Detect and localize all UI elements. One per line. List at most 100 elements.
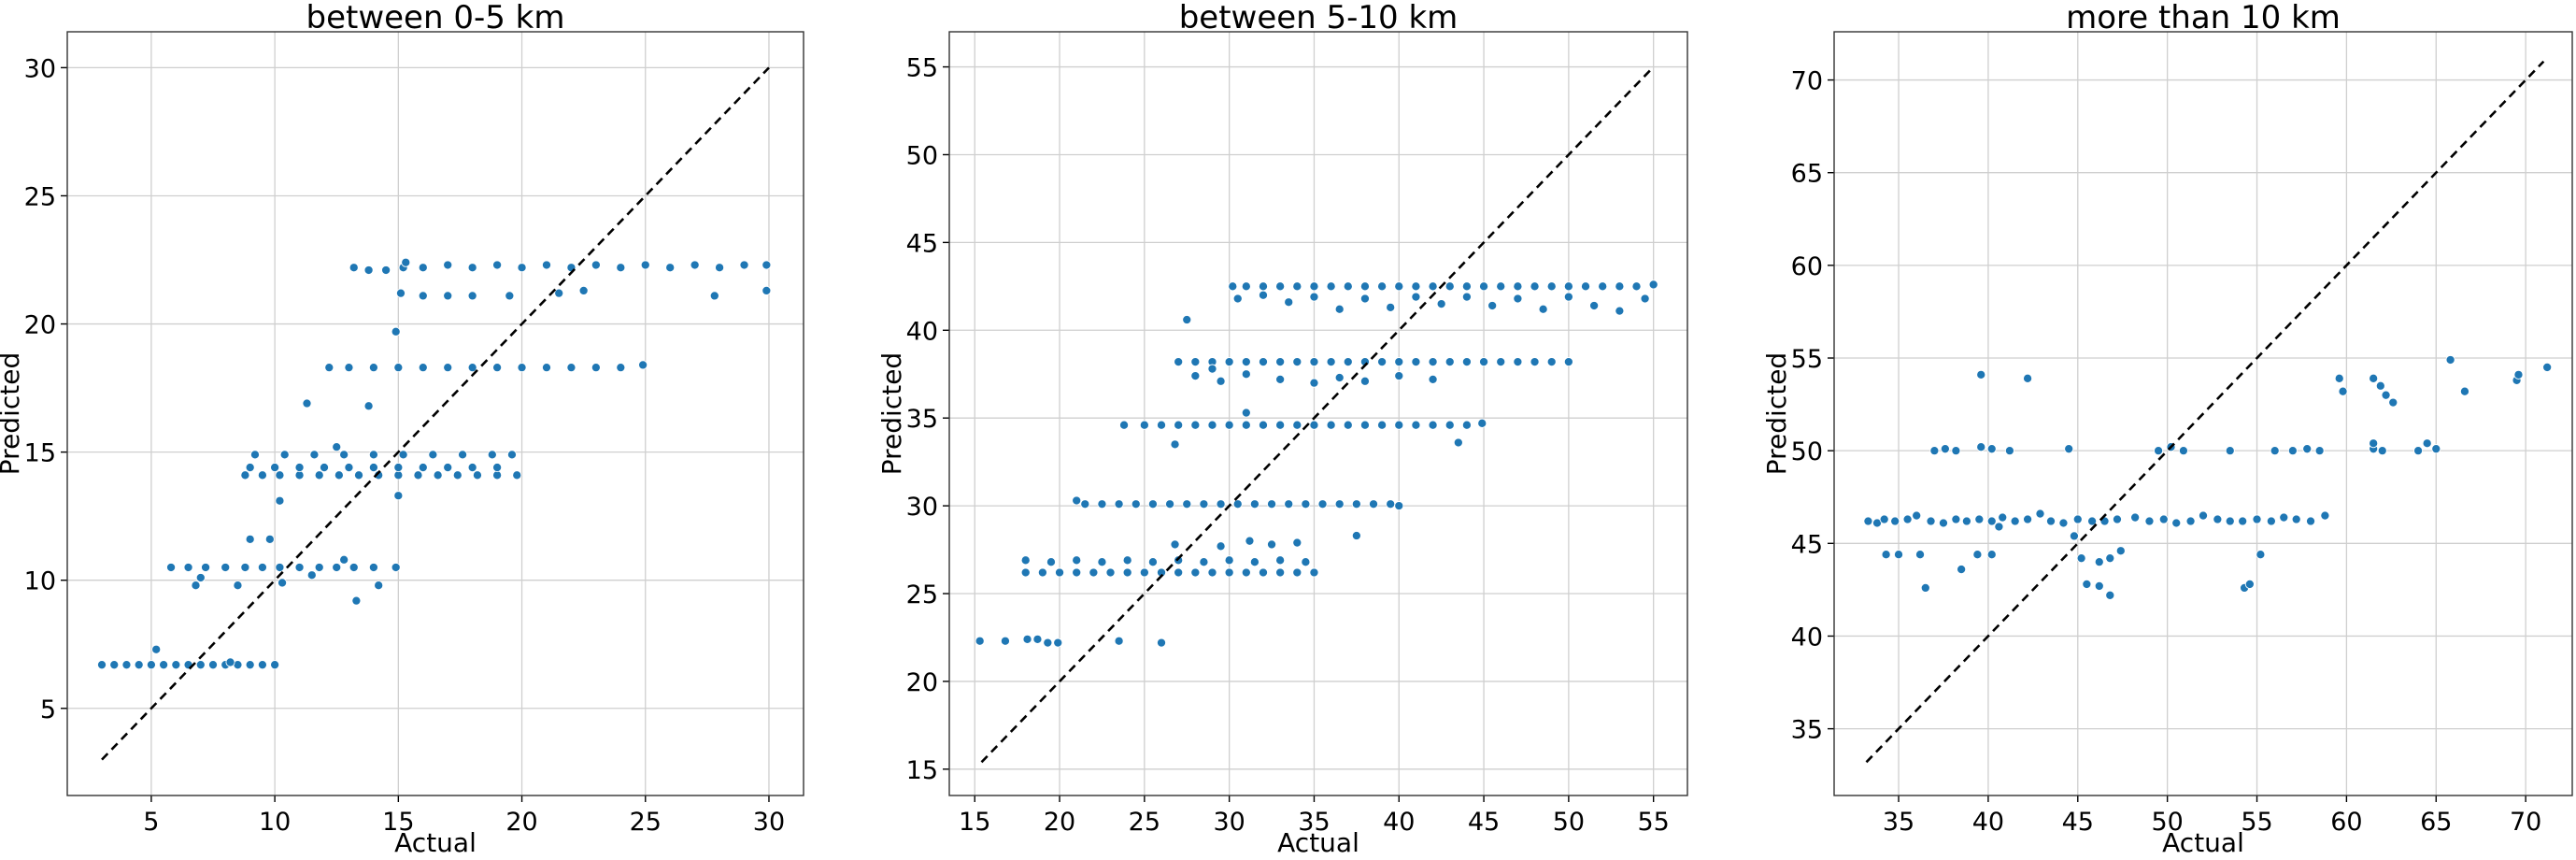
chart-2-data-point [1343, 281, 1353, 292]
chart-3-data-point [1940, 444, 1950, 454]
chart-2-data-point [1207, 364, 1217, 374]
chart-1-data-point [393, 363, 404, 373]
chart-3-x-tick-label: 50 [2151, 808, 2183, 837]
chart-1-data-point [245, 463, 255, 473]
chart-1-frame [66, 31, 804, 796]
chart-2-data-point [1445, 281, 1455, 292]
chart-3-data-point [2422, 438, 2432, 449]
chart-2-y-axis-label: Predicted [876, 352, 907, 475]
chart-2-data-point [1245, 536, 1255, 546]
chart-1-data-point [306, 570, 317, 580]
chart-3-y-tick-label: 65 [1791, 160, 1823, 189]
chart-1-data-point [275, 562, 285, 573]
chart-1-data-point [452, 470, 463, 480]
chart-2-x-tick-label: 25 [1129, 808, 1160, 837]
chart-2-data-point [1615, 281, 1625, 292]
chart-2-x-tick-label: 20 [1044, 808, 1075, 837]
chart-1-data-point [240, 562, 250, 573]
chart-2-data-point [1359, 281, 1370, 292]
chart-3-data-point [2459, 386, 2470, 396]
chart-1-data-point [591, 363, 601, 373]
chart-1-data-point [344, 463, 354, 473]
chart-2-y-tick-label: 45 [906, 229, 938, 258]
chart-1-data-point [467, 463, 477, 473]
chart-2-data-point [1377, 281, 1388, 292]
chart-1-data-point [374, 580, 384, 591]
chart-2-data-point [1334, 499, 1345, 509]
chart-1-data-point [443, 260, 453, 270]
chart-3-data-point [1893, 550, 1904, 560]
chart-3-data-point [2112, 514, 2123, 524]
chart-2-data-point [1156, 420, 1167, 430]
chart-3-data-point [2082, 579, 2092, 589]
chart-2-data-point [1648, 280, 1658, 290]
chart-3-data-point [2413, 446, 2424, 456]
chart-2-y-tick-label: 35 [906, 405, 938, 434]
chart-3-data-point [2158, 514, 2169, 524]
chart-2-data-point [1411, 281, 1421, 292]
chart-1-data-point [395, 288, 406, 298]
chart-3-data-point [1879, 514, 1889, 524]
chart-2-data-point [1530, 281, 1540, 292]
chart-1-data-point [294, 463, 305, 473]
chart-1-data-point [171, 660, 181, 670]
chart-1-data-point [240, 470, 250, 480]
chart-1-data-point [398, 450, 408, 460]
chart-1-data-point [257, 660, 267, 670]
chart-2-data-point [1598, 281, 1608, 292]
chart-2-data-point [1428, 374, 1438, 384]
chart-2-identity-line [980, 65, 1655, 764]
chart-2-data-point [1174, 567, 1184, 578]
chart-1-data-point [541, 260, 552, 270]
chart-2-data-point [1275, 420, 1286, 430]
chart-3-data-point [2072, 514, 2083, 524]
chart-2-data-point [975, 636, 985, 646]
chart-2-data-point [1496, 357, 1506, 367]
chart-3-data-point [2004, 446, 2014, 456]
chart-2-data-point [1182, 499, 1192, 509]
chart-3-data-point [2287, 446, 2298, 456]
chart-1-data-point [616, 263, 626, 273]
chart-3-data-point [1961, 516, 1971, 526]
chart-2-data-point [1428, 420, 1438, 430]
chart-2-data-point [1317, 499, 1328, 509]
chart-2-data-point [1351, 499, 1361, 509]
chart-2-data-point [1309, 281, 1319, 292]
chart-2-data-point [1309, 292, 1319, 302]
chart-2-data-point [1411, 357, 1421, 367]
chart-2-data-point [1487, 300, 1498, 311]
chart-3-data-point [2115, 546, 2126, 556]
chart-1-data-point [368, 463, 378, 473]
chart-2-data-point [1097, 557, 1107, 567]
chart-2-data-point [1139, 420, 1149, 430]
chart-1-data-point [443, 363, 453, 373]
chart-1-data-point [467, 363, 477, 373]
chart-2-data-point [1037, 567, 1047, 578]
chart-3-x-tick-label: 65 [2420, 808, 2452, 837]
chart-2-x-axis-label: Actual [1277, 827, 1359, 858]
chart-2-data-point [1640, 294, 1650, 304]
chart-3-data-point [2154, 446, 2164, 456]
chart-2-data-point [1199, 499, 1209, 509]
chart-2-data-point [1368, 499, 1379, 509]
chart-2-data-point [1114, 636, 1124, 646]
chart-2-x-tick-label: 30 [1213, 808, 1245, 837]
chart-3-data-point [2238, 516, 2248, 526]
chart-2-data-point [1513, 294, 1523, 304]
chart-1-data-point [368, 562, 378, 573]
chart-2-data-point [1292, 281, 1302, 292]
chart-1-data-point [467, 291, 477, 301]
chart-2-data-point [1170, 539, 1180, 550]
chart-1-data-point [443, 291, 453, 301]
chart-3-y-tick-label: 50 [1791, 437, 1823, 466]
chart-3-x-tick-label: 40 [1972, 808, 2004, 837]
chart-2-data-point [1453, 437, 1463, 448]
chart-2-data-point [1089, 567, 1099, 578]
chart-1: 5 10 15 20 25 30 5 10 15 20 25 30 between 0-5 km Actu… [0, 0, 804, 858]
chart-3: 35 40 45 50 55 60 65 70 35 40 45 50 55 60 65 70 more tha… [1761, 0, 2573, 858]
chart-1-data-point [207, 660, 219, 670]
chart-1-data-point [245, 660, 255, 670]
chart-1-data-point [368, 450, 378, 460]
chart-3-data-point [2023, 373, 2033, 383]
chart-2-data-point [1232, 294, 1243, 304]
